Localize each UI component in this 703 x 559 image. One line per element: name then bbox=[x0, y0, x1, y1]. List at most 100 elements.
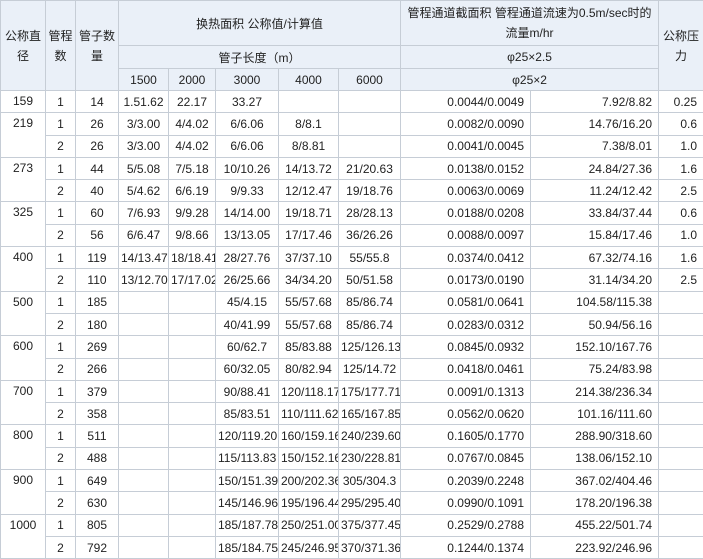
data-cell: 2.5 bbox=[659, 180, 703, 202]
empty-cell bbox=[119, 403, 169, 425]
data-cell: 5/4.62 bbox=[119, 180, 169, 202]
empty-cell bbox=[119, 291, 169, 313]
data-cell: 2 bbox=[46, 313, 76, 335]
empty-cell bbox=[119, 313, 169, 335]
data-cell: 75.24/83.98 bbox=[531, 358, 659, 380]
empty-cell bbox=[169, 291, 216, 313]
diameter-cell: 273 bbox=[1, 157, 46, 202]
data-cell: 19/18.71 bbox=[279, 202, 339, 224]
data-cell: 8/8.81 bbox=[279, 135, 339, 157]
data-cell: 50/51.58 bbox=[339, 269, 401, 291]
data-cell: 2 bbox=[46, 447, 76, 469]
data-cell: 120/118.17 bbox=[279, 380, 339, 402]
data-cell: 0.0044/0.0049 bbox=[401, 91, 531, 113]
empty-cell bbox=[659, 403, 703, 425]
data-cell: 3/3.00 bbox=[119, 135, 169, 157]
data-cell: 17/17.46 bbox=[279, 224, 339, 246]
empty-cell bbox=[659, 514, 703, 536]
data-cell: 9/8.66 bbox=[169, 224, 216, 246]
data-cell: 511 bbox=[76, 425, 119, 447]
data-cell: 50.94/56.16 bbox=[531, 313, 659, 335]
diameter-cell: 500 bbox=[1, 291, 46, 336]
data-cell: 56 bbox=[76, 224, 119, 246]
header-cell: 管程通道截面积 管程通道流速为0.5m/sec时的流量m/hr bbox=[401, 1, 659, 46]
data-cell: 55/55.8 bbox=[339, 247, 401, 269]
data-cell: 101.16/111.60 bbox=[531, 403, 659, 425]
data-cell: 250/251.00 bbox=[279, 514, 339, 536]
data-cell: 1.51.62 bbox=[119, 91, 169, 113]
data-cell: 55/57.68 bbox=[279, 291, 339, 313]
empty-cell bbox=[119, 380, 169, 402]
data-cell: 6/6.19 bbox=[169, 180, 216, 202]
data-cell: 1 bbox=[46, 470, 76, 492]
data-cell: 10/10.26 bbox=[216, 157, 279, 179]
data-cell: 28/28.13 bbox=[339, 202, 401, 224]
data-cell: 195/196.44 bbox=[279, 492, 339, 514]
data-cell: 792 bbox=[76, 536, 119, 558]
data-cell: 110/111.62 bbox=[279, 403, 339, 425]
empty-cell bbox=[169, 425, 216, 447]
data-cell: 0.6 bbox=[659, 202, 703, 224]
data-cell: 8/8.1 bbox=[279, 113, 339, 135]
data-cell: 1 bbox=[46, 91, 76, 113]
empty-cell bbox=[169, 380, 216, 402]
data-cell: 0.0418/0.0461 bbox=[401, 358, 531, 380]
data-cell: 14 bbox=[76, 91, 119, 113]
data-cell: 5/5.08 bbox=[119, 157, 169, 179]
data-cell: 1 bbox=[46, 336, 76, 358]
data-cell: 28/27.76 bbox=[216, 247, 279, 269]
data-cell: 18/18.41 bbox=[169, 247, 216, 269]
data-cell: 7/6.93 bbox=[119, 202, 169, 224]
empty-cell bbox=[169, 447, 216, 469]
diameter-cell: 219 bbox=[1, 113, 46, 158]
data-cell: 358 bbox=[76, 403, 119, 425]
data-cell: 1 bbox=[46, 380, 76, 402]
data-cell: 200/202.36 bbox=[279, 470, 339, 492]
data-cell: 375/377.45 bbox=[339, 514, 401, 536]
data-cell: 45/4.15 bbox=[216, 291, 279, 313]
length-header: 4000 bbox=[279, 69, 339, 91]
length-header: 1500 bbox=[119, 69, 169, 91]
data-cell: 125/14.72 bbox=[339, 358, 401, 380]
data-cell: 85/83.51 bbox=[216, 403, 279, 425]
data-cell: 455.22/501.74 bbox=[531, 514, 659, 536]
empty-cell bbox=[339, 135, 401, 157]
data-cell: 0.0845/0.0932 bbox=[401, 336, 531, 358]
data-cell: 160/159.16 bbox=[279, 425, 339, 447]
data-cell: 36/26.26 bbox=[339, 224, 401, 246]
data-cell: 2 bbox=[46, 358, 76, 380]
data-cell: 33.27 bbox=[216, 91, 279, 113]
data-cell: 230/228.81 bbox=[339, 447, 401, 469]
data-cell: 379 bbox=[76, 380, 119, 402]
data-cell: 0.0283/0.0312 bbox=[401, 313, 531, 335]
data-cell: 630 bbox=[76, 492, 119, 514]
data-cell: 295/295.40 bbox=[339, 492, 401, 514]
data-cell: 7/5.18 bbox=[169, 157, 216, 179]
data-cell: 119 bbox=[76, 247, 119, 269]
data-cell: 0.0082/0.0090 bbox=[401, 113, 531, 135]
data-cell: 17/17.02 bbox=[169, 269, 216, 291]
data-cell: 2 bbox=[46, 135, 76, 157]
data-cell: 21/20.63 bbox=[339, 157, 401, 179]
data-cell: 175/177.71 bbox=[339, 380, 401, 402]
data-cell: 150/152.16 bbox=[279, 447, 339, 469]
data-cell: 24.84/27.36 bbox=[531, 157, 659, 179]
diameter-cell: 159 bbox=[1, 91, 46, 113]
data-cell: 367.02/404.46 bbox=[531, 470, 659, 492]
data-cell: 2 bbox=[46, 269, 76, 291]
data-cell: 6/6.47 bbox=[119, 224, 169, 246]
data-cell: 34/34.20 bbox=[279, 269, 339, 291]
empty-cell bbox=[279, 91, 339, 113]
data-cell: 0.6 bbox=[659, 113, 703, 135]
empty-cell bbox=[659, 358, 703, 380]
